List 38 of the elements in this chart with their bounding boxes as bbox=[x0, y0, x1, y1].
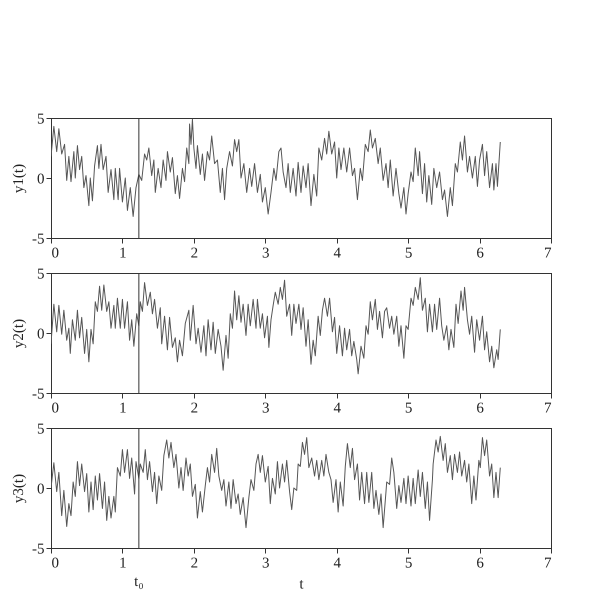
x-tick-label: 5 bbox=[404, 556, 412, 572]
y-axis-title: y3(t) bbox=[11, 474, 28, 504]
x-tick-label: 1 bbox=[119, 556, 127, 572]
x-tick-label: 7 bbox=[544, 556, 552, 572]
x-tick-label: 3 bbox=[262, 400, 270, 416]
y-tick-label: 5 bbox=[37, 266, 44, 282]
y-tick-label: 5 bbox=[37, 422, 44, 438]
x-tick-label: 5 bbox=[404, 246, 412, 262]
y-tick-label: 0 bbox=[37, 172, 44, 188]
x-tick-label: 4 bbox=[333, 556, 342, 572]
x-tick-label: 0 bbox=[52, 246, 59, 262]
y-tick-label: 5 bbox=[37, 112, 44, 128]
x-tick-label: 7 bbox=[544, 400, 552, 416]
x-tick-label: 4 bbox=[333, 246, 342, 262]
x-tick-label: 4 bbox=[333, 400, 342, 416]
x-tick-label: 3 bbox=[262, 246, 270, 262]
x-tick-label: 1 bbox=[119, 400, 127, 416]
y-tick-label: -5 bbox=[32, 232, 44, 248]
ref-line-label: t₀ bbox=[134, 574, 144, 590]
y-tick-label: -5 bbox=[32, 386, 44, 402]
x-tick-label: 7 bbox=[544, 246, 552, 262]
y-axis-title: y2(t) bbox=[11, 318, 28, 348]
x-tick-label: 6 bbox=[476, 246, 484, 262]
x-tick-label: 0 bbox=[52, 556, 59, 572]
x-tick-label: 2 bbox=[190, 400, 198, 416]
x-tick-label: 6 bbox=[476, 556, 484, 572]
y-tick-label: 0 bbox=[37, 482, 44, 498]
x-tick-label: 2 bbox=[190, 556, 198, 572]
x-tick-label: 5 bbox=[404, 400, 412, 416]
y-axis-title: y1(t) bbox=[11, 164, 28, 194]
x-tick-label: 6 bbox=[476, 400, 484, 416]
y-tick-label: 0 bbox=[37, 326, 44, 342]
x-tick-label: 1 bbox=[119, 246, 127, 262]
x-tick-label: 3 bbox=[262, 556, 270, 572]
x-tick-label: 0 bbox=[52, 400, 59, 416]
x-tick-label: 2 bbox=[190, 246, 198, 262]
x-axis-title: t bbox=[299, 576, 304, 592]
y-tick-label: -5 bbox=[32, 542, 44, 558]
